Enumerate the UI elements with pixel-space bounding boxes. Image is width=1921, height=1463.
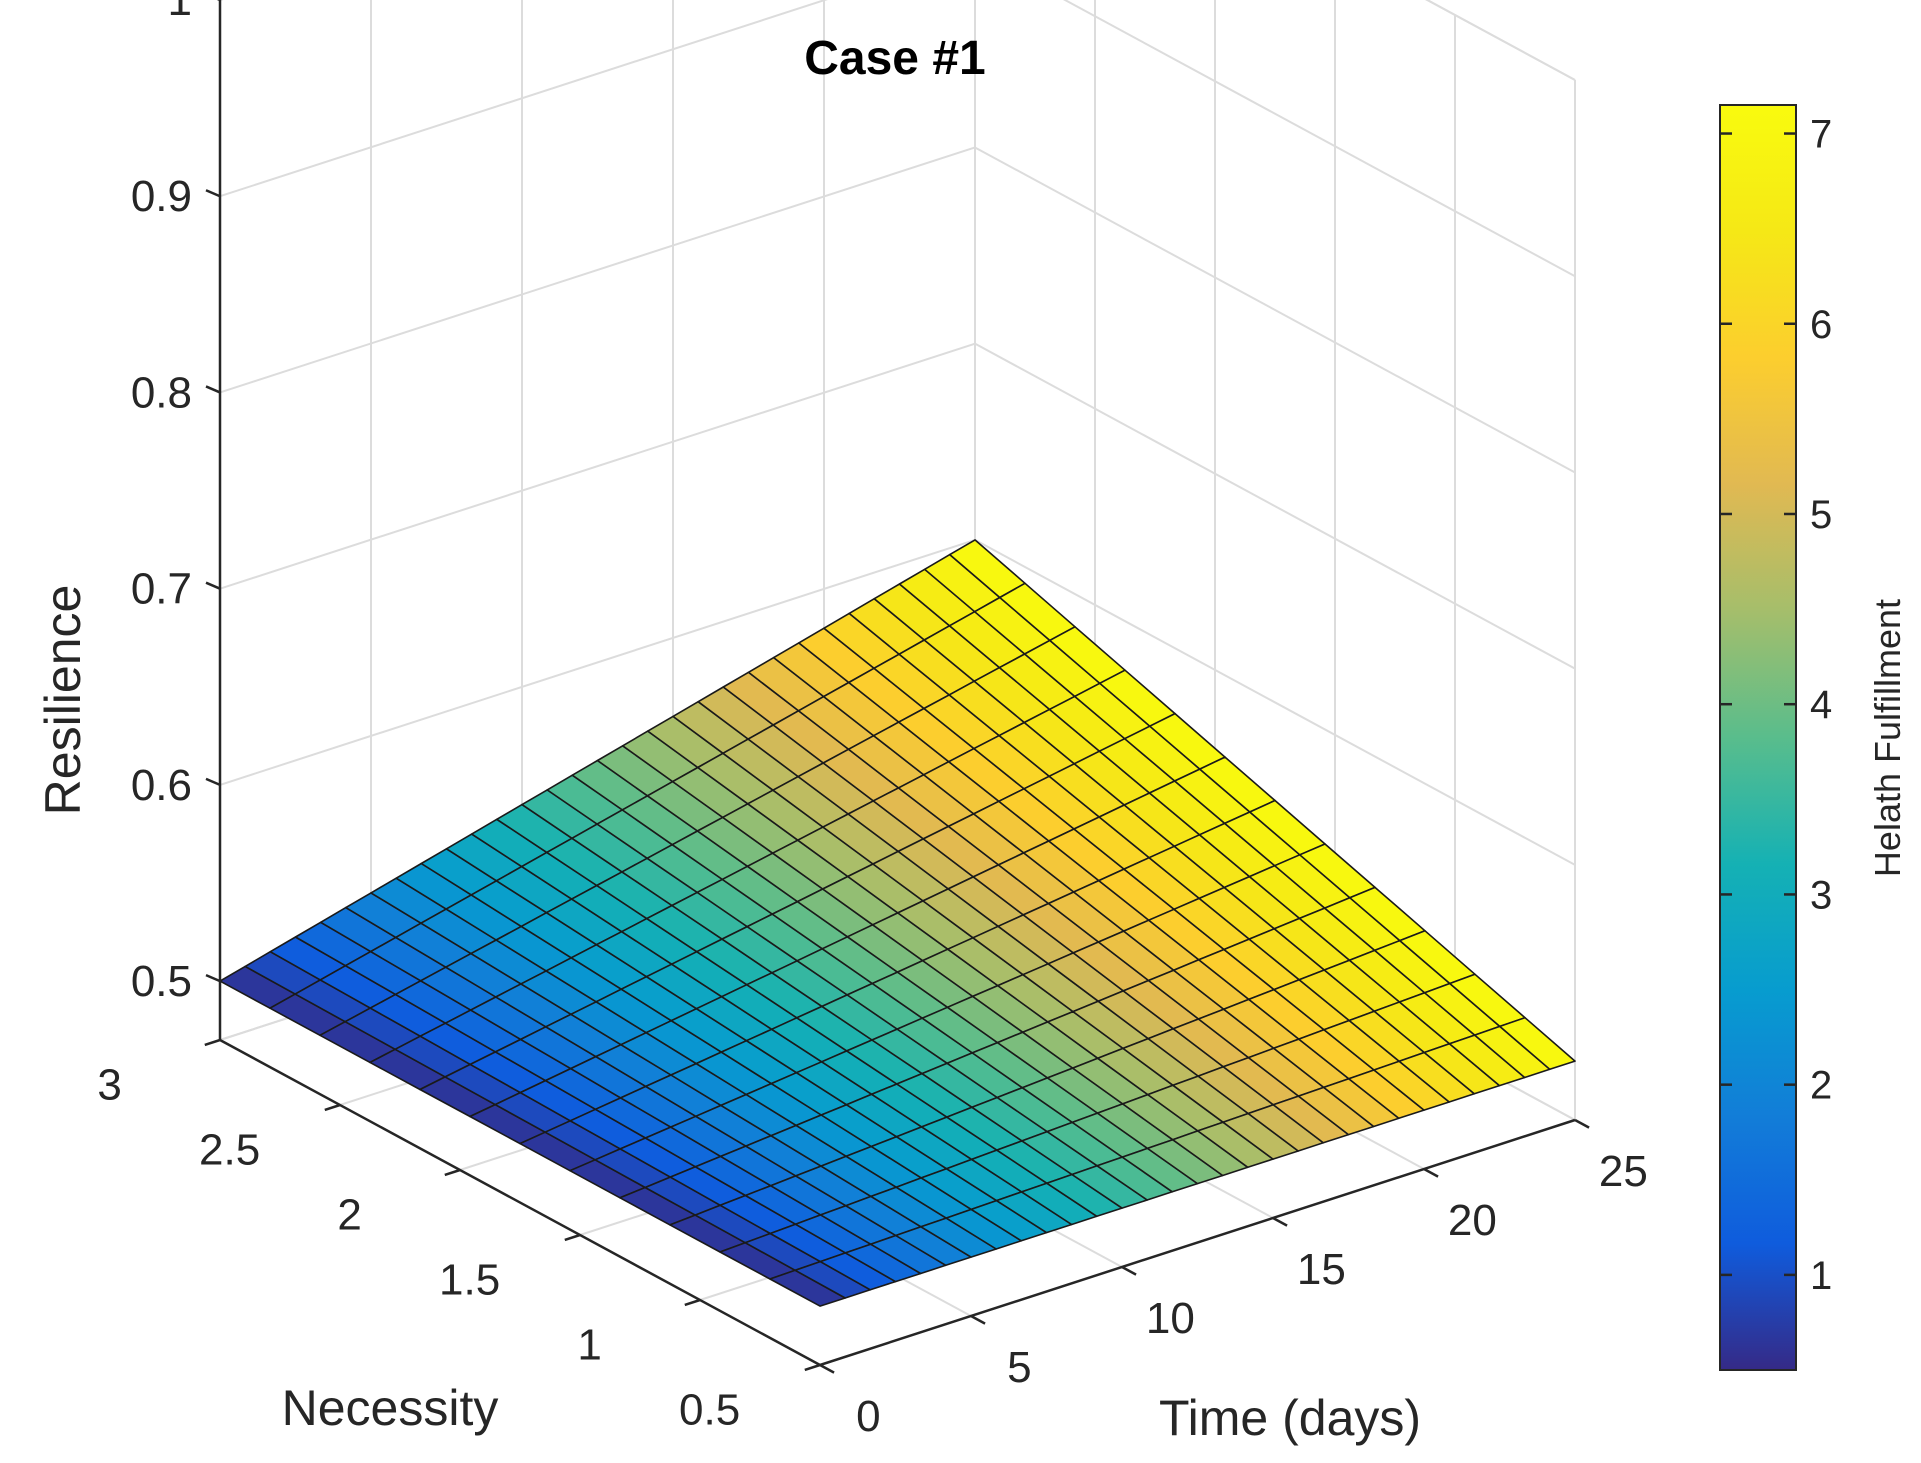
z-tick (205, 777, 221, 787)
y-axis-label: Necessity (282, 1380, 499, 1436)
z-tick-label: 0.5 (131, 957, 192, 1006)
y-tick (324, 1103, 341, 1112)
surface-patch (1499, 1016, 1576, 1071)
y-tick (804, 1363, 821, 1372)
x-tick-label: 10 (1146, 1294, 1195, 1343)
x-tick (970, 1314, 986, 1325)
colorbar-tick-label: 2 (1810, 1064, 1832, 1108)
z-tick-label: 0.8 (131, 368, 192, 417)
z-tick-label: 0.7 (131, 565, 192, 614)
y-axis-line (219, 1038, 821, 1367)
colorbar (1719, 104, 1797, 1371)
x-axis-line (819, 1118, 1576, 1367)
grid-line (1425, 0, 1576, 81)
grid-line (219, 146, 976, 394)
z-tick (205, 581, 221, 590)
grid-line (1062, 0, 1576, 278)
y-tick-label: 0.5 (679, 1385, 740, 1434)
y-tick (444, 1168, 461, 1177)
chart-title: Case #1 (804, 32, 985, 85)
z-tick (205, 189, 221, 198)
x-tick-label: 5 (1007, 1343, 1031, 1392)
colorbar-ticks: 1 2 3 4 5 6 7 (1720, 113, 1832, 1298)
z-tick (205, 385, 221, 394)
grid-line (974, 539, 1576, 866)
y-tick-label: 2.5 (199, 1125, 260, 1174)
y-tick (564, 1233, 581, 1242)
colorbar-tick-label: 5 (1810, 493, 1832, 537)
grid-line (219, 538, 976, 786)
colorbar-tick-label: 4 (1810, 683, 1832, 727)
colorbar-tick-label: 1 (1810, 1254, 1832, 1298)
z-axis-label: Resilience (35, 585, 91, 816)
colorbar-tick-label: 3 (1810, 873, 1832, 917)
grid-line (1425, 0, 1576, 81)
grid-line (974, 342, 1576, 670)
colorbar-label: Helath Fulfillment (1867, 599, 1908, 877)
y-tick (684, 1298, 701, 1307)
z-tick-label: 1 (168, 0, 192, 25)
x-tick (1272, 1216, 1288, 1227)
x-tick (1423, 1167, 1439, 1178)
grid-line (219, 342, 976, 590)
y-tick-label: 1.5 (439, 1255, 500, 1304)
x-tick (1574, 1118, 1590, 1129)
surface (219, 539, 1576, 1307)
y-tick-label: 2 (337, 1190, 361, 1239)
x-axis-label: Time (days) (1159, 1390, 1421, 1446)
y-tick-label: 3 (97, 1060, 121, 1109)
x-tick-label: 15 (1297, 1245, 1346, 1294)
x-tick (819, 1363, 835, 1374)
x-tick-label: 20 (1448, 1196, 1497, 1245)
x-tick-label: 25 (1599, 1147, 1648, 1196)
colorbar-tick-label: 6 (1810, 303, 1832, 347)
y-tick-label: 1 (577, 1320, 601, 1369)
z-tick-label: 0.6 (131, 761, 192, 810)
y-tick (204, 1038, 221, 1047)
colorbar-gradient (1719, 104, 1797, 1371)
tick-labels: 0 5 10 15 20 25 0.5 1 1.5 2 2.5 3 0.5 0.6 0.7 0.8 0.9 1 (97, 0, 1647, 1441)
z-tick (205, 973, 221, 983)
x-tick-label: 0 (856, 1392, 880, 1441)
grid-line (974, 146, 1576, 474)
axes (204, 0, 1590, 1374)
z-tick-label: 0.9 (131, 172, 192, 221)
colorbar-tick-label: 7 (1810, 113, 1832, 157)
x-tick (1121, 1265, 1137, 1276)
grid-line (219, 0, 828, 198)
